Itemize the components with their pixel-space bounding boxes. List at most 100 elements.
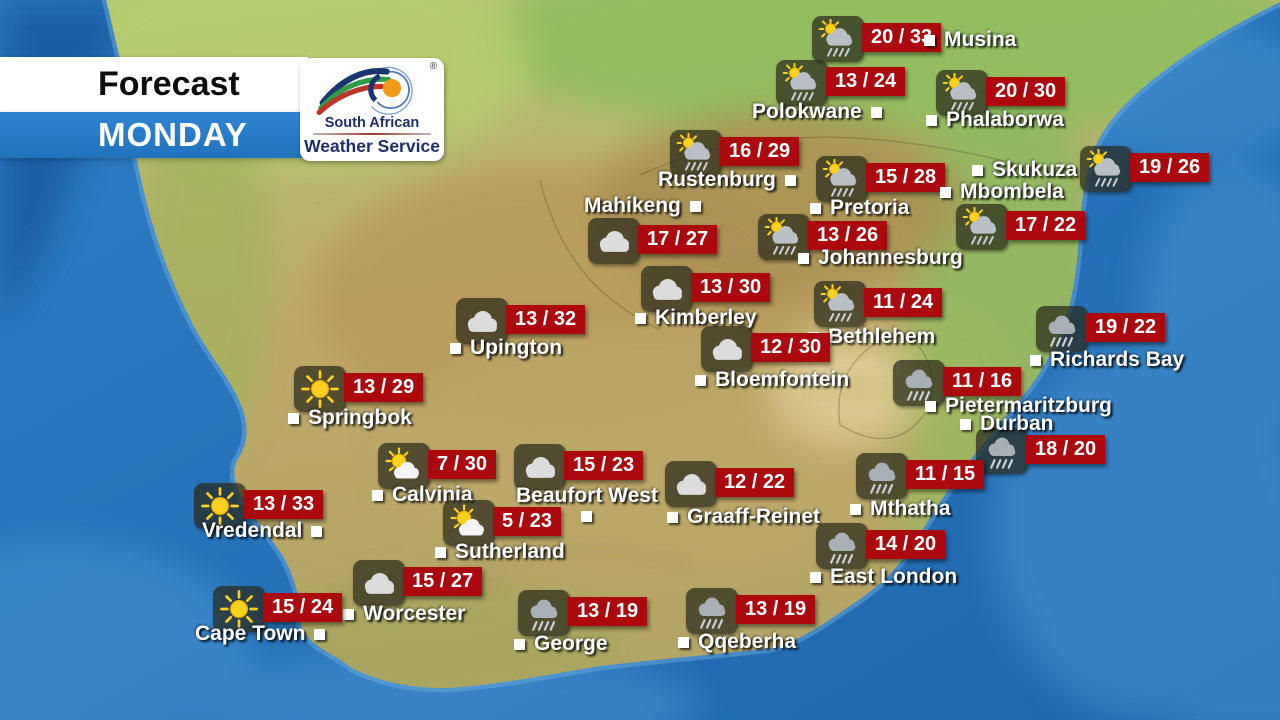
city-name: Kimberley	[655, 306, 757, 329]
weather-icon-badge	[936, 70, 988, 116]
weather-icon-badge	[518, 590, 570, 636]
city-label: Beaufort West	[516, 484, 658, 522]
temperature-badge: 13 / 29	[344, 373, 424, 402]
city-name: Pretoria	[830, 196, 910, 219]
marker-square	[960, 418, 971, 430]
weather-icon-badge	[670, 130, 722, 176]
weather-icon-badge	[456, 298, 508, 344]
temperature-badge: 13 / 33	[244, 490, 324, 519]
day-banner: MONDAY	[0, 112, 308, 158]
temperature-badge: 19 / 22	[1086, 313, 1166, 342]
rain-weather-icon	[980, 431, 1024, 471]
weather-icon-badge	[1080, 146, 1132, 192]
city-label: Musina	[924, 28, 1016, 52]
temp-max: 23	[611, 454, 635, 476]
city-label: Polokwane	[752, 100, 882, 124]
temp-min: 11	[915, 463, 937, 485]
weather-icon-badge	[956, 204, 1008, 250]
temperature-badge: 20 / 30	[986, 77, 1066, 106]
cloud-weather-icon	[705, 329, 749, 369]
marker-square	[798, 252, 809, 264]
weather-icon-badge	[353, 560, 405, 606]
marker-square	[450, 342, 461, 354]
city-name: Worcester	[363, 602, 466, 625]
city-label: Johannesburg	[798, 246, 963, 270]
city-name: Cape Town	[195, 622, 306, 645]
partly-weather-icon	[382, 446, 426, 486]
city-name: Springbok	[308, 406, 412, 429]
forecast-title: Forecast	[98, 65, 240, 103]
weather-icon-badge	[856, 453, 908, 499]
temp-max: 26	[855, 224, 879, 246]
weather-icon-badge	[1036, 306, 1088, 352]
temperature-badge: 7 / 30	[428, 450, 497, 479]
temp-max: 23	[529, 510, 553, 532]
temp-max: 27	[450, 570, 474, 592]
marker-square	[870, 106, 882, 118]
city-label: Mahikeng	[584, 194, 701, 218]
temp-max: 29	[767, 140, 791, 162]
temperature-badge: 18 / 20	[1026, 435, 1106, 464]
temp-min: 20	[871, 26, 894, 48]
weather-icon-badge	[976, 428, 1028, 474]
marker-square	[850, 503, 861, 515]
sunrain-weather-icon	[960, 207, 1004, 247]
saws-logo-divider	[313, 133, 431, 135]
cloud-weather-icon	[518, 447, 562, 487]
temp-min: 11	[952, 370, 974, 392]
marker-square	[810, 202, 821, 214]
city-label: Springbok	[288, 406, 412, 430]
forecast-banner: Forecast	[0, 57, 308, 112]
weather-icon-badge	[514, 444, 566, 490]
temp-min: 15	[875, 166, 898, 188]
temp-max: 22	[1053, 214, 1077, 236]
temperature-badge: 11 / 16	[943, 367, 1022, 396]
temp-min: 12	[724, 471, 747, 493]
city-label: Qqeberha	[678, 630, 796, 654]
temp-min: 13	[745, 598, 768, 620]
city-label: Richards Bay	[1030, 348, 1184, 372]
marker-square	[314, 628, 326, 640]
city-name: Skukuza	[992, 158, 1078, 181]
rain-weather-icon	[690, 591, 734, 631]
temp-min: 13	[515, 308, 538, 330]
temp-max: 24	[310, 596, 334, 618]
temp-min: 14	[875, 533, 898, 555]
cloud-weather-icon	[592, 221, 636, 261]
weather-icon-badge	[194, 483, 246, 529]
marker-square	[667, 511, 678, 523]
city-label: Durban	[960, 412, 1054, 436]
city-name: Upington	[470, 336, 563, 359]
marker-square	[435, 546, 446, 558]
weather-icon-badge	[588, 218, 640, 264]
temp-max: 29	[391, 376, 415, 398]
weather-icon-badge	[758, 214, 810, 260]
weather-icon-badge	[701, 326, 753, 372]
temp-max: 30	[1033, 80, 1057, 102]
temp-max: 30	[738, 276, 762, 298]
city-name: Johannesburg	[818, 246, 963, 269]
marker-square	[925, 400, 936, 412]
city-name: Rustenburg	[658, 168, 776, 191]
temp-min: 11	[873, 291, 895, 313]
temperature-badge: 12 / 30	[751, 333, 831, 362]
temp-max: 32	[553, 308, 577, 330]
weather-icon-badge	[776, 60, 828, 106]
weather-icon-badge	[213, 586, 265, 632]
temp-max: 33	[291, 493, 315, 515]
city-name: Mthatha	[870, 497, 951, 520]
temp-max: 15	[952, 463, 976, 485]
temp-min: 20	[995, 80, 1018, 102]
marker-square	[372, 489, 383, 501]
cloud-weather-icon	[669, 464, 713, 504]
marker-square	[678, 636, 689, 648]
saws-logo-card: ® South African Weather Service	[300, 58, 444, 161]
city-name: Qqeberha	[698, 630, 797, 653]
temperature-badge: 15 / 27	[403, 567, 483, 596]
registered-trademark: ®	[429, 61, 437, 72]
temperature-badge: 13 / 30	[691, 273, 771, 302]
temperature-badge: 19 / 26	[1130, 153, 1210, 182]
sunrain-weather-icon	[816, 19, 860, 59]
